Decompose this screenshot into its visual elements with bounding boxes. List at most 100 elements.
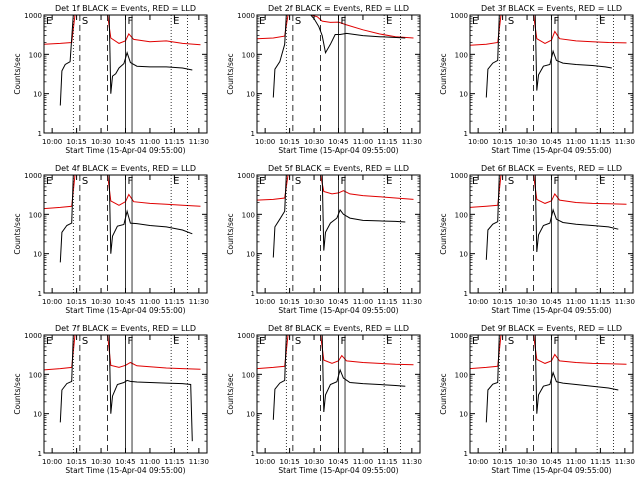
chart-title: Det 9f BLACK = Events, RED = LLD — [481, 324, 622, 333]
x-tick-label: 10:00 — [255, 458, 275, 466]
y-tick-label: 100 — [455, 51, 468, 59]
y-tick-label: 10 — [33, 251, 42, 259]
x-tick-label: 10:00 — [42, 298, 62, 306]
marker-label: F — [341, 176, 347, 187]
y-tick-label: 10 — [246, 91, 255, 99]
marker-label: S — [295, 176, 301, 187]
y-tick-label: 1000 — [450, 332, 468, 340]
x-tick-label: 10:30 — [517, 298, 537, 306]
x-tick-label: 11:30 — [402, 458, 422, 466]
x-tick-label: 11:15 — [164, 458, 184, 466]
y-tick-label: 1 — [251, 290, 255, 298]
marker-label: E — [173, 336, 179, 347]
x-tick-label: 11:30 — [189, 298, 209, 306]
chart-title: Det 6f BLACK = Events, RED = LLD — [481, 164, 622, 173]
x-tick-label: 10:45 — [115, 458, 135, 466]
marker-label: S — [82, 176, 88, 187]
x-tick-label: 10:30 — [304, 298, 324, 306]
events-series-line — [59, 174, 193, 263]
events-series-line — [59, 334, 193, 442]
x-axis-label: Start Time (15-Apr-04 09:55:00) — [278, 306, 398, 315]
y-tick-label: 1 — [464, 130, 468, 138]
x-tick-label: 10:15 — [493, 298, 513, 306]
x-tick-label: 10:00 — [42, 138, 62, 146]
marker-label: E — [46, 16, 52, 27]
x-tick-label: 11:00 — [140, 458, 160, 466]
y-tick-label: 1 — [464, 290, 468, 298]
x-tick-label: 11:00 — [353, 138, 373, 146]
chart-title: Det 2f BLACK = Events, RED = LLD — [268, 4, 409, 13]
y-tick-label: 10 — [246, 411, 255, 419]
x-tick-label: 10:00 — [255, 298, 275, 306]
marker-label: E — [599, 336, 605, 347]
x-tick-label: 10:45 — [115, 298, 135, 306]
x-tick-label: 10:15 — [280, 138, 300, 146]
chart-title: Det 1f BLACK = Events, RED = LLD — [55, 4, 196, 13]
y-tick-label: 1000 — [237, 12, 255, 20]
x-tick-label: 10:45 — [541, 298, 561, 306]
x-tick-label: 11:30 — [189, 138, 209, 146]
y-tick-label: 10 — [459, 251, 468, 259]
y-tick-label: 1 — [38, 450, 42, 458]
x-tick-label: 10:30 — [91, 298, 111, 306]
y-tick-label: 10 — [33, 91, 42, 99]
marker-label: E — [472, 176, 478, 187]
marker-label: F — [341, 336, 347, 347]
x-axis-label: Start Time (15-Apr-04 09:55:00) — [65, 466, 185, 475]
marker-label: E — [259, 176, 265, 187]
marker-label: S — [82, 16, 88, 27]
x-tick-label: 11:15 — [164, 138, 184, 146]
x-axis-label: Start Time (15-Apr-04 09:55:00) — [491, 146, 611, 155]
y-tick-label: 100 — [29, 211, 42, 219]
x-tick-label: 11:30 — [615, 138, 635, 146]
x-axis-label: Start Time (15-Apr-04 09:55:00) — [491, 466, 611, 475]
y-tick-label: 1000 — [24, 12, 42, 20]
y-axis-label: Counts/sec — [13, 53, 22, 94]
x-tick-label: 11:00 — [566, 458, 586, 466]
x-tick-label: 10:30 — [91, 458, 111, 466]
x-tick-label: 10:00 — [468, 458, 488, 466]
marker-label: F — [341, 16, 347, 27]
x-tick-label: 11:00 — [353, 458, 373, 466]
y-axis-label: Counts/sec — [226, 53, 235, 94]
marker-label: F — [554, 16, 560, 27]
x-tick-label: 10:45 — [328, 298, 348, 306]
events-series-line — [485, 14, 612, 98]
y-tick-label: 1 — [38, 290, 42, 298]
marker-label: E — [472, 16, 478, 27]
marker-label: F — [128, 336, 134, 347]
lld-series-line — [43, 14, 201, 46]
y-tick-label: 100 — [455, 371, 468, 379]
chart-title: Det 7f BLACK = Events, RED = LLD — [55, 324, 196, 333]
y-tick-label: 100 — [29, 371, 42, 379]
y-axis-label: Counts/sec — [439, 53, 448, 94]
y-tick-label: 1000 — [24, 332, 42, 340]
x-tick-label: 11:15 — [377, 458, 397, 466]
x-tick-label: 11:30 — [402, 138, 422, 146]
y-tick-label: 100 — [242, 51, 255, 59]
y-tick-label: 100 — [29, 51, 42, 59]
chart-title: Det 8f BLACK = Events, RED = LLD — [268, 324, 409, 333]
y-tick-label: 1 — [251, 450, 255, 458]
y-tick-label: 100 — [455, 211, 468, 219]
x-axis-label: Start Time (15-Apr-04 09:55:00) — [278, 466, 398, 475]
marker-label: E — [173, 16, 179, 27]
y-axis-label: Counts/sec — [13, 373, 22, 414]
x-tick-label: 10:15 — [280, 458, 300, 466]
x-tick-label: 10:15 — [67, 298, 87, 306]
chart-title: Det 3f BLACK = Events, RED = LLD — [481, 4, 622, 13]
marker-label: S — [508, 16, 514, 27]
y-tick-label: 10 — [459, 91, 468, 99]
y-tick-label: 1000 — [450, 12, 468, 20]
marker-label: E — [386, 176, 392, 187]
chart-title: Det 5f BLACK = Events, RED = LLD — [268, 164, 409, 173]
x-tick-label: 11:15 — [590, 138, 610, 146]
x-tick-label: 11:00 — [140, 138, 160, 146]
y-axis-label: Counts/sec — [13, 213, 22, 254]
x-tick-label: 11:00 — [566, 138, 586, 146]
